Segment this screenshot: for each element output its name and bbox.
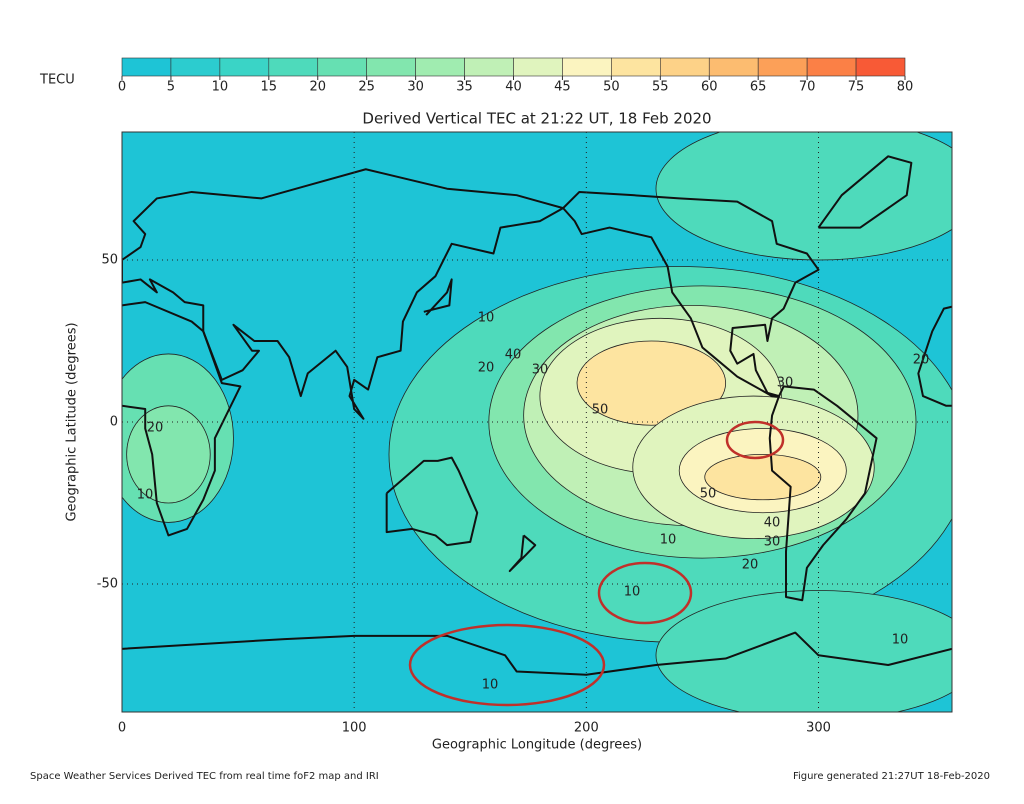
coastline (423, 278, 453, 316)
tec-region (126, 405, 211, 504)
contour-label: 10 (892, 633, 909, 648)
coastline (917, 305, 952, 407)
colorbar-tick-label: 25 (358, 80, 375, 95)
contour-label: 50 (700, 487, 717, 502)
colorbar-tick-label: 45 (554, 80, 571, 95)
colorbar-swatch (562, 57, 612, 77)
contour-label: 10 (660, 533, 677, 548)
colorbar-tick-label: 5 (167, 80, 175, 95)
colorbar-tick-label: 15 (261, 80, 278, 95)
contour-label: 40 (764, 516, 781, 531)
colorbar-swatch (660, 57, 710, 77)
highlight-circle (725, 420, 785, 460)
colorbar-swatch (855, 57, 906, 77)
footer-left: Space Weather Services Derived TEC from … (30, 771, 379, 782)
contour-labels: 10 20 30 40 50 50 40 30 20 10 20 10 30 20 10 10 10 (137, 311, 930, 693)
colorbar-tick-label: 30 (407, 80, 424, 95)
contour-label: 30 (532, 363, 549, 378)
colorbar-swatch (513, 57, 563, 77)
coastline (817, 155, 913, 229)
coastline (122, 631, 952, 676)
colorbar-swatch (121, 57, 172, 77)
x-tick-label: 200 (574, 721, 599, 736)
contour-label: 50 (592, 403, 609, 418)
contour-label: 10 (137, 488, 154, 503)
y-axis-label: Geographic Latitude (degrees) (65, 322, 80, 521)
colorbar-tick-label: 50 (603, 80, 620, 95)
coastline (508, 534, 537, 573)
coastline (385, 456, 479, 547)
colorbar-swatch (757, 57, 808, 77)
tec-region (655, 132, 952, 261)
contour-label: 20 (478, 361, 495, 376)
colorbar-tick-label: 80 (897, 80, 914, 95)
colorbar-tick-label: 35 (456, 80, 473, 95)
colorbar-tick-label: 55 (652, 80, 669, 95)
footer-right: Figure generated 21:27UT 18-Feb-2020 (793, 771, 990, 782)
tec-region (655, 590, 952, 712)
colorbar-tick-label: 60 (701, 80, 718, 95)
colorbar-tick-label: 65 (750, 80, 767, 95)
y-tick-label: 0 (110, 415, 118, 430)
colorbar-swatch (317, 57, 367, 77)
y-tick-label: 50 (101, 252, 118, 267)
contour-label: 40 (505, 348, 522, 363)
colorbar-tick-label: 20 (309, 80, 326, 95)
colorbar-swatch (268, 57, 319, 77)
coastline (122, 168, 565, 420)
colorbar-label: TECU (39, 73, 75, 88)
tec-region (704, 454, 822, 501)
colorbar-swatch (366, 57, 416, 77)
highlight-circle (408, 623, 606, 707)
tec-region (576, 340, 727, 426)
coastline (768, 385, 878, 602)
colorbar-swatch (464, 57, 514, 77)
coastlines (122, 155, 952, 676)
x-tick-label: 300 (806, 721, 831, 736)
contour-label: 10 (624, 585, 641, 600)
contour-label: 20 (913, 353, 930, 368)
colorbar-tick-label: 40 (505, 80, 522, 95)
highlight-circle (597, 561, 693, 625)
contour-label: 30 (764, 535, 781, 550)
x-tick-label: 0 (118, 721, 126, 736)
colorbar-swatch (415, 57, 465, 77)
colorbar-swatch (219, 57, 270, 77)
contour-label: 10 (478, 311, 495, 326)
colorbar-swatch (708, 57, 759, 77)
colorbar-swatch (170, 57, 221, 77)
x-tick-label: 100 (342, 721, 367, 736)
contour-label: 20 (147, 421, 164, 436)
colorbar-swatch (611, 57, 661, 77)
y-tick-label: -50 (97, 577, 118, 592)
map-frame (121, 131, 953, 713)
x-axis-label: Geographic Longitude (degrees) (432, 738, 642, 753)
colorbar-swatch (806, 57, 857, 77)
coastline (562, 190, 820, 398)
colorbar-tick-label: 70 (799, 80, 816, 95)
contour-label: 10 (482, 678, 499, 693)
coastline (122, 301, 242, 537)
colorbar-tick-label: 75 (848, 80, 865, 95)
map-title: Derived Vertical TEC at 21:22 UT, 18 Feb… (362, 110, 711, 128)
colorbar-tick-label: 10 (212, 80, 229, 95)
colorbar-tick-label: 0 (118, 80, 126, 95)
contour-label: 30 (777, 376, 794, 391)
contour-label: 20 (742, 558, 759, 573)
tec-field (122, 132, 952, 712)
